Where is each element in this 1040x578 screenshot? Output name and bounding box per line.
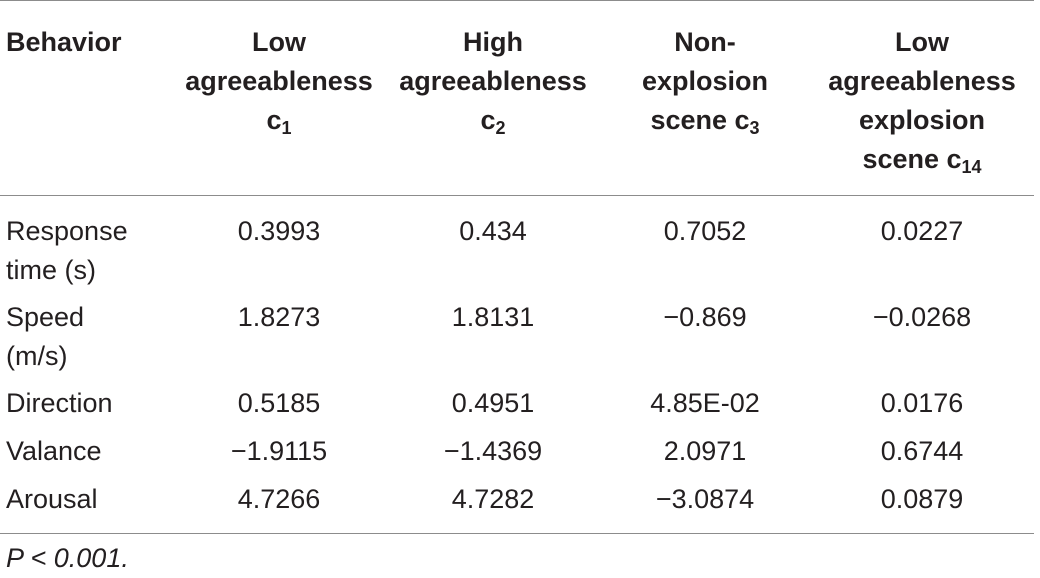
table-row: Direction 0.5185 0.4951 4.85E-02 0.0176: [0, 384, 1034, 432]
row-label: Arousal: [6, 484, 98, 514]
row-label: Response time (s): [6, 216, 128, 285]
cell-value: 0.434: [459, 216, 527, 246]
cell-value: 0.7052: [663, 216, 747, 246]
cell-value: 4.7282: [451, 484, 535, 514]
cell-value: 4.85E-02: [650, 388, 760, 418]
header-behavior: Behavior: [6, 27, 122, 57]
header-low-agreeableness-explosion-scene: Low agreeableness explosion scene c14: [828, 27, 1016, 177]
cell-value: 0.0176: [880, 388, 964, 418]
cell-value: 1.8131: [451, 302, 535, 332]
row-label: Direction: [6, 388, 113, 418]
cell-value: 0.5185: [237, 388, 321, 418]
cell-value: 2.0971: [663, 436, 747, 466]
cell-value: 4.7266: [237, 484, 321, 514]
cell-value: −3.0874: [655, 484, 755, 514]
cell-value: 0.3993: [237, 216, 321, 246]
table-row: Arousal 4.7266 4.7282 −3.0874 0.0879: [0, 480, 1034, 534]
cell-value: 0.0879: [880, 484, 964, 514]
header-high-agreeableness: High agreeableness c2: [399, 27, 587, 138]
header-row: Behavior Low agreeableness c1 High agree…: [0, 0, 1034, 196]
table-body: Response time (s) 0.3993 0.434 0.7052 0.…: [0, 196, 1034, 534]
cell-value: 0.0227: [880, 216, 964, 246]
cell-value: 0.6744: [880, 436, 964, 466]
row-label: Speed (m/s): [6, 302, 85, 371]
cell-value: −1.4369: [443, 436, 543, 466]
table-header: Behavior Low agreeableness c1 High agree…: [0, 0, 1034, 196]
row-label: Valance: [6, 436, 102, 466]
cell-value: −0.0268: [872, 302, 972, 332]
table-row: Valance −1.9115 −1.4369 2.0971 0.6744: [0, 432, 1034, 480]
table-row: Speed (m/s) 1.8273 1.8131 −0.869 −0.0268: [0, 298, 1034, 384]
cell-value: −0.869: [663, 302, 747, 332]
data-table-container: Behavior Low agreeableness c1 High agree…: [0, 0, 1034, 534]
table-footnote: P < 0.001.: [6, 543, 129, 573]
table-row: Response time (s) 0.3993 0.434 0.7052 0.…: [0, 196, 1034, 299]
header-low-agreeableness: Low agreeableness c1: [185, 27, 373, 138]
header-non-explosion-scene: Non-explosion scene c3: [641, 27, 769, 138]
behavior-table: Behavior Low agreeableness c1 High agree…: [0, 0, 1034, 534]
cell-value: −1.9115: [230, 436, 328, 466]
cell-value: 0.4951: [451, 388, 535, 418]
cell-value: 1.8273: [237, 302, 321, 332]
